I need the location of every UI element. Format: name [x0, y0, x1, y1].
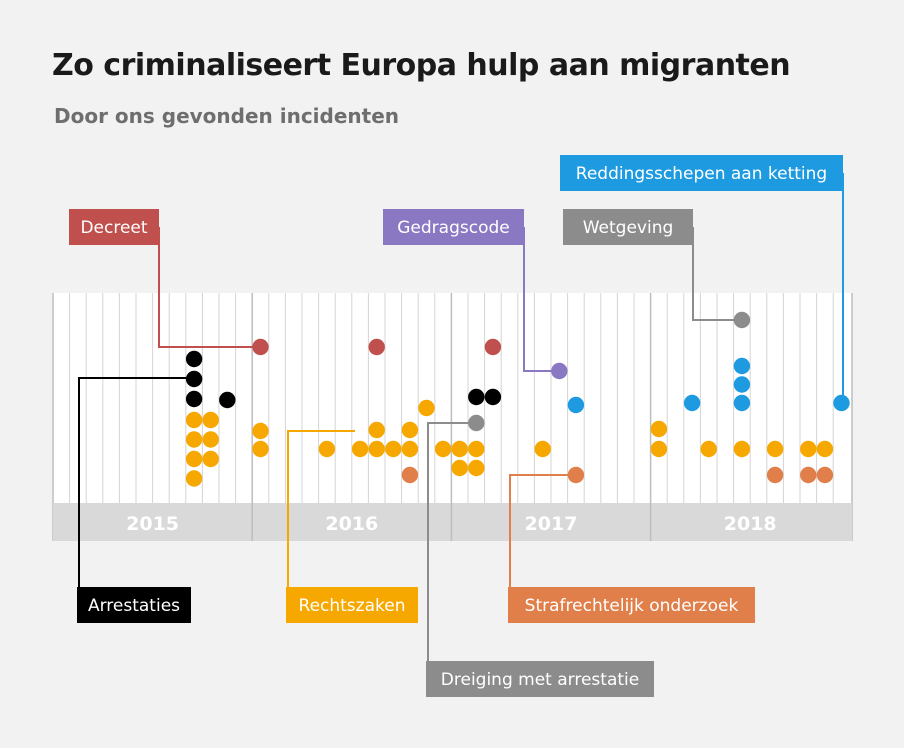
incident-dot-strafrechtelijk-onderzoek [567, 466, 585, 484]
incident-dot-rechtszaken [733, 440, 751, 458]
incident-dot-rechtszaken [202, 431, 219, 448]
year-label-2015: 2015 [126, 513, 179, 535]
incident-dot-arrestaties [468, 388, 485, 406]
callout-box-reddingsschepen-aan-ketting [560, 155, 843, 191]
incident-dot-rechtszaken [816, 440, 834, 458]
incident-dot-strafrechtelijk-onderzoek [401, 466, 419, 484]
incident-dot-rechtszaken [252, 422, 269, 440]
callout-line-decreet [158, 227, 254, 348]
legend-label-dreiging-met-arrestatie: Dreiging met arrestatie [441, 670, 639, 690]
callout-box-wetgeving [563, 209, 693, 245]
callout-line-rechtszaken [287, 430, 355, 605]
incident-dot-reddingsschepen-aan-ketting [733, 357, 751, 375]
callout-box-arrestaties [77, 587, 191, 623]
incident-dot-rechtszaken [468, 440, 485, 458]
incident-dot-arrestaties [185, 350, 203, 368]
callout-box-decreet [69, 209, 159, 245]
incident-dot-rechtszaken [252, 440, 269, 458]
callout-box-rechtszaken [286, 587, 418, 623]
year-label-2018: 2018 [724, 513, 777, 535]
incident-dot-arrestaties [185, 390, 203, 408]
legend-label-wetgeving: Wetgeving [583, 218, 674, 238]
incident-dot-rechtszaken [434, 440, 452, 458]
incident-dot-rechtszaken [766, 440, 784, 458]
incident-dot-strafrechtelijk-onderzoek [800, 466, 817, 484]
incident-dot-gedragscode [551, 362, 568, 380]
incident-dot-strafrechtelijk-onderzoek [766, 466, 784, 484]
callout-line-gedragscode [523, 227, 552, 372]
incident-dot-arrestaties [219, 391, 236, 409]
callout-box-gedragscode [383, 209, 524, 245]
incident-dot-rechtszaken [351, 440, 369, 458]
incident-dot-strafrechtelijk-onderzoek [816, 466, 834, 484]
incident-dot-reddingsschepen-aan-ketting [683, 394, 701, 412]
legend-label-decreet: Decreet [80, 218, 147, 238]
incident-dot-rechtszaken [451, 459, 468, 477]
incident-dot-rechtszaken [368, 421, 385, 439]
callout-line-arrestaties [78, 377, 188, 605]
legend-label-rechtszaken: Rechtszaken [299, 596, 406, 616]
callout-box-strafrechtelijk-onderzoek [508, 587, 755, 623]
year-label-2017: 2017 [525, 513, 578, 535]
incident-dot-reddingsschepen-aan-ketting [733, 394, 751, 412]
incident-dot-rechtszaken [451, 440, 468, 458]
incident-dot-rechtszaken [650, 440, 668, 458]
legend-label-strafrechtelijk-onderzoek: Strafrechtelijk onderzoek [525, 596, 739, 616]
incident-dot-decreet [368, 338, 385, 356]
callout-line-dreiging-met-arrestatie [427, 422, 470, 679]
chart-subtitle: Door ons gevonden incidenten [54, 104, 400, 128]
chart-title: Zo criminaliseert Europa hulp aan migran… [52, 48, 791, 83]
incident-dot-rechtszaken [401, 440, 419, 458]
incident-dot-rechtszaken [368, 440, 385, 458]
legend-label-gedragscode: Gedragscode [397, 218, 509, 238]
incident-dot-decreet [484, 338, 502, 356]
incident-dot-reddingsschepen-aan-ketting [733, 376, 751, 393]
year-band [53, 503, 852, 541]
legend-label-reddingsschepen-aan-ketting: Reddingsschepen aan ketting [576, 164, 827, 184]
year-label-2016: 2016 [325, 513, 378, 535]
incident-dot-arrestaties [185, 370, 203, 388]
callout-line-strafrechtelijk-onderzoek [509, 474, 569, 605]
incident-dot-arrestaties [484, 388, 502, 406]
incident-dot-rechtszaken [185, 470, 203, 487]
incident-dot-rechtszaken [468, 459, 485, 477]
incident-dot-rechtszaken [202, 450, 219, 468]
incident-dot-rechtszaken [185, 411, 203, 429]
incident-dot-decreet [252, 338, 269, 356]
legend-label-arrestaties: Arrestaties [88, 596, 180, 616]
incident-dot-rechtszaken [202, 411, 219, 429]
incident-dot-rechtszaken [318, 440, 336, 458]
incident-dot-rechtszaken [534, 440, 551, 458]
incident-dot-reddingsschepen-aan-ketting [567, 396, 585, 414]
incident-dot-wetgeving [733, 311, 751, 329]
callout-line-wetgeving [692, 227, 734, 321]
incident-dot-rechtszaken [401, 421, 419, 439]
incident-dot-rechtszaken [185, 431, 203, 448]
incident-dot-rechtszaken [700, 440, 717, 458]
incident-dot-rechtszaken [385, 440, 402, 458]
incident-dot-dreiging-met-arrestatie [468, 414, 485, 432]
incident-dot-rechtszaken [650, 420, 668, 438]
incident-dot-rechtszaken [418, 399, 435, 417]
incident-dot-reddingsschepen-aan-ketting [833, 394, 850, 412]
callout-box-dreiging-met-arrestatie [426, 661, 654, 697]
incident-dot-rechtszaken [185, 450, 203, 468]
incident-dot-rechtszaken [800, 440, 817, 458]
